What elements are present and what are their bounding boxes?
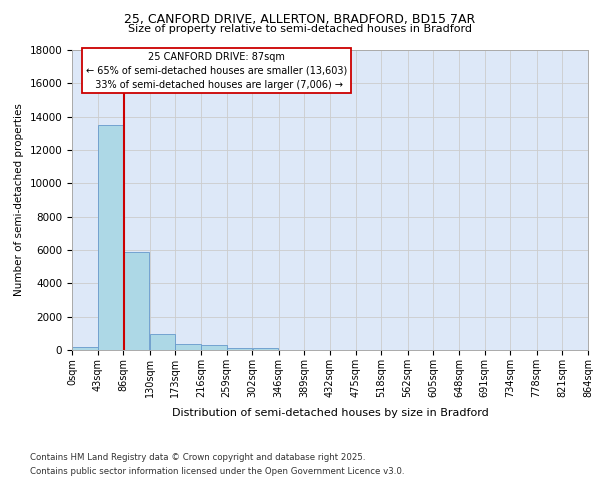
Y-axis label: Number of semi-detached properties: Number of semi-detached properties	[14, 104, 24, 296]
Bar	[124, 252, 149, 350]
Text: 25, CANFORD DRIVE, ALLERTON, BRADFORD, BD15 7AR: 25, CANFORD DRIVE, ALLERTON, BRADFORD, B…	[124, 12, 476, 26]
Text: Distribution of semi-detached houses by size in Bradford: Distribution of semi-detached houses by …	[172, 408, 488, 418]
Bar	[72, 346, 98, 350]
Text: Contains public sector information licensed under the Open Government Licence v3: Contains public sector information licen…	[30, 467, 404, 476]
Bar	[227, 348, 252, 350]
Text: Contains HM Land Registry data © Crown copyright and database right 2025.: Contains HM Land Registry data © Crown c…	[30, 454, 365, 462]
Bar	[175, 344, 201, 350]
Text: Size of property relative to semi-detached houses in Bradford: Size of property relative to semi-detach…	[128, 24, 472, 34]
Text: 25 CANFORD DRIVE: 87sqm
← 65% of semi-detached houses are smaller (13,603)
  33%: 25 CANFORD DRIVE: 87sqm ← 65% of semi-de…	[86, 52, 347, 90]
Bar	[253, 348, 278, 350]
Bar	[98, 125, 123, 350]
Bar	[150, 334, 175, 350]
Bar	[201, 345, 227, 350]
